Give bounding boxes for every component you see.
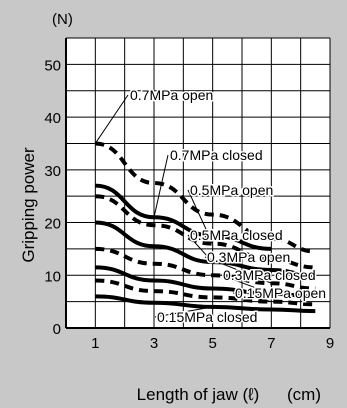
y-tick-label: 20 bbox=[44, 216, 61, 233]
x-tick-label: 7 bbox=[267, 335, 275, 352]
series-label: 0.15MPa closed bbox=[157, 309, 257, 325]
x-tick-label: 9 bbox=[326, 335, 334, 352]
y-tick-label: 10 bbox=[44, 268, 61, 285]
series-line bbox=[95, 246, 316, 291]
y-tick-label: 40 bbox=[44, 110, 61, 127]
series-line bbox=[95, 141, 316, 254]
label-leader bbox=[187, 189, 214, 244]
series-label: 0.7MPa open bbox=[130, 87, 213, 103]
series-label: 0.15MPa open bbox=[235, 285, 326, 301]
series-line bbox=[95, 194, 316, 270]
series-label: 0.5MPa closed bbox=[190, 227, 283, 243]
label-leader bbox=[204, 256, 272, 284]
y-tick-labels: 0 10 20 30 40 50 bbox=[44, 57, 61, 338]
label-leader bbox=[94, 94, 129, 144]
series-label: 0.5MPa open bbox=[190, 182, 273, 198]
label-leader bbox=[153, 154, 169, 218]
label-leader bbox=[232, 292, 272, 303]
y-axis-unit: (N) bbox=[52, 11, 73, 28]
series-labels: 0.7MPa open 0.7MPa closed 0.5MPa open 0.5MP… bbox=[94, 86, 328, 327]
x-tick-label: 1 bbox=[91, 335, 99, 352]
series-line bbox=[95, 278, 316, 307]
label-leader bbox=[154, 306, 213, 318]
y-axis-label: Gripping power bbox=[19, 147, 38, 263]
x-tick-label: 3 bbox=[150, 335, 158, 352]
series-label: 0.7MPa closed bbox=[170, 147, 263, 163]
series-label: 0.3MPa open bbox=[207, 249, 290, 265]
y-tick-label: 30 bbox=[44, 163, 61, 180]
x-tick-label: 5 bbox=[208, 335, 216, 352]
series-label: 0.3MPa closed bbox=[223, 267, 316, 283]
y-tick-label: 50 bbox=[44, 57, 61, 74]
y-tick-label: 0 bbox=[53, 321, 61, 338]
x-tick-labels: 1 3 5 7 9 bbox=[91, 335, 334, 352]
x-axis-unit: (cm) bbox=[287, 385, 321, 404]
series-line bbox=[95, 183, 272, 251]
series-line bbox=[95, 265, 316, 299]
label-leader bbox=[187, 234, 214, 263]
plot-area bbox=[66, 38, 330, 328]
series-lines bbox=[95, 141, 316, 314]
x-axis-label: Length of jaw (ℓ) bbox=[137, 385, 260, 404]
label-leader bbox=[220, 274, 272, 295]
